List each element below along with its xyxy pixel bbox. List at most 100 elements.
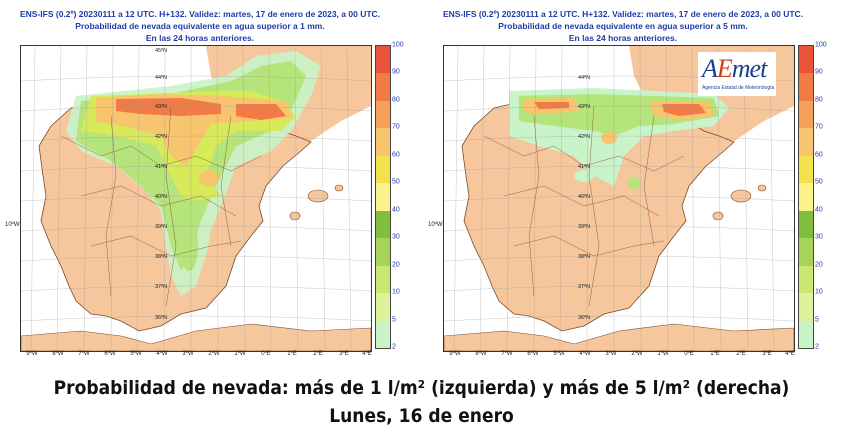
colorbar-segment xyxy=(799,73,813,102)
lon-label: 4ºW xyxy=(156,351,168,357)
lon-label: 4ºE xyxy=(362,351,372,357)
colorbar-segment xyxy=(799,238,813,267)
colorbar-tick: 90 xyxy=(815,68,823,76)
colorbar-tick: 30 xyxy=(392,233,400,241)
colorbar-segment xyxy=(799,293,813,322)
africa-land xyxy=(444,323,794,351)
map-panel-right: ENS-IFS (0.2º) 20230111 a 12 UTC. H+132.… xyxy=(423,0,843,360)
colorbar-segment xyxy=(376,265,390,294)
lon-label: 2ºW xyxy=(631,351,643,357)
panel-header: ENS-IFS (0.2º) 20230111 a 12 UTC. H+132.… xyxy=(0,8,400,44)
lat-label: 39ºN xyxy=(155,223,167,230)
colorbar-tick: 50 xyxy=(392,178,400,186)
colorbar-tick: 40 xyxy=(815,206,823,214)
africa-land xyxy=(21,323,371,351)
colorbar-tick: 70 xyxy=(815,123,823,131)
colorbar-segment xyxy=(376,293,390,322)
colorbar-tick: 80 xyxy=(815,96,823,104)
lon-label: 2ºW xyxy=(208,351,220,357)
lon-label: 2ºE xyxy=(736,351,746,357)
lat-label: 41ºN xyxy=(155,163,167,170)
header-line: En las 24 horas anteriores. xyxy=(568,33,678,43)
lat-label: 44ºN xyxy=(155,74,167,81)
lon-side-label: 10ºW xyxy=(5,222,20,228)
lon-label: 7ºW xyxy=(501,351,513,357)
lon-label: 1ºW xyxy=(657,351,669,357)
lat-label: 39ºN xyxy=(578,223,590,230)
logo-wordmark: AEmet xyxy=(702,54,767,83)
lon-label: 7ºW xyxy=(78,351,90,357)
lat-label: 36ºN xyxy=(155,314,167,321)
lat-label: 41ºN xyxy=(578,163,590,170)
lon-label: 9ºW xyxy=(449,351,461,357)
lat-label: 43ºN xyxy=(578,103,590,110)
colorbar-tick: 5 xyxy=(815,316,819,324)
colorbar-tick: 2 xyxy=(815,343,819,351)
lon-label: 1ºE xyxy=(710,351,720,357)
lon-label: 3ºE xyxy=(762,351,772,357)
lat-label: 42ºN xyxy=(578,133,590,140)
prob-spot xyxy=(180,221,198,271)
header-line: ENS-IFS (0.2º) 20230111 a 12 UTC. H+132.… xyxy=(19,9,381,19)
colorbar-segment xyxy=(376,210,390,239)
island xyxy=(712,211,724,221)
island xyxy=(730,189,752,203)
panel-header: ENS-IFS (0.2º) 20230111 a 12 UTC. H+132.… xyxy=(423,8,823,44)
colorbar-tick: 80 xyxy=(392,96,400,104)
aemet-logo: AEmet Agencia Estatal de Meteorología xyxy=(698,52,776,96)
island xyxy=(307,189,329,203)
borders xyxy=(60,105,262,307)
prob-field-80 xyxy=(534,102,569,109)
lat-label: 43ºN xyxy=(155,103,167,110)
prob-spot xyxy=(574,170,594,182)
colorbar-tick: 20 xyxy=(815,261,823,269)
colorbar-segment xyxy=(799,128,813,157)
colorbar-segment xyxy=(376,73,390,102)
colorbar-segment xyxy=(799,320,813,349)
colorbar-segment xyxy=(799,46,813,74)
colorbar-tick: 2 xyxy=(392,343,396,351)
colorbar-segment xyxy=(376,155,390,184)
lon-label: 5ºW xyxy=(130,351,142,357)
colorbar-segment xyxy=(376,238,390,267)
lat-label: 37ºN xyxy=(155,283,167,290)
lon-label: 4ºW xyxy=(579,351,591,357)
lon-labels: 9ºW 8ºW 7ºW 6ºW 5ºW 4ºW 3ºW 2ºW 1ºW 0ºE … xyxy=(443,350,795,360)
colorbar xyxy=(798,45,814,349)
colorbar-tick: 100 xyxy=(815,41,827,49)
colorbar-tick: 5 xyxy=(392,316,396,324)
header-line: ENS-IFS (0.2º) 20230111 a 12 UTC. H+132.… xyxy=(442,9,804,19)
colorbar-segment xyxy=(376,46,390,74)
lon-label: 0ºE xyxy=(684,351,694,357)
colorbar-segment xyxy=(376,100,390,129)
header-line: Probabilidad de nevada equivalente en ag… xyxy=(75,21,325,31)
colorbar-tick: 20 xyxy=(392,261,400,269)
map-svg: 45ºN 44ºN 43ºN 42ºN 41ºN 40ºN 39ºN 38ºN … xyxy=(21,46,371,351)
prob-field-80 xyxy=(116,98,221,116)
colorbar-tick: 60 xyxy=(815,151,823,159)
lat-label: 42ºN xyxy=(155,133,167,140)
lat-labels: 44ºN 43ºN 42ºN 41ºN 40ºN 39ºN 38ºN 37ºN … xyxy=(578,74,590,321)
lat-labels: 45ºN 44ºN 43ºN 42ºN 41ºN 40ºN 39ºN 38ºN … xyxy=(155,47,167,321)
lon-labels: 9ºW 8ºW 7ºW 6ºW 5ºW 4ºW 3ºW 2ºW 1ºW 0ºE … xyxy=(20,350,372,360)
lat-label: 44ºN xyxy=(578,74,590,81)
colorbar-segment xyxy=(799,155,813,184)
lon-label: 4ºE xyxy=(785,351,795,357)
lat-label: 45ºN xyxy=(155,47,167,54)
prob-spot xyxy=(628,177,640,189)
colorbar-tick: 60 xyxy=(392,151,400,159)
header-line: Probabilidad de nevada equivalente en ag… xyxy=(498,21,748,31)
lon-label: 8ºW xyxy=(52,351,64,357)
lon-label: 0ºE xyxy=(261,351,271,357)
island xyxy=(334,184,344,192)
lon-label: 3ºW xyxy=(605,351,617,357)
colorbar-tick: 90 xyxy=(392,68,400,76)
colorbar-tick: 50 xyxy=(815,178,823,186)
lat-label: 40ºN xyxy=(155,193,167,200)
island xyxy=(289,211,301,221)
colorbar xyxy=(375,45,391,349)
colorbar-tick: 30 xyxy=(815,233,823,241)
lon-label: 5ºW xyxy=(553,351,565,357)
lat-label: 36ºN xyxy=(578,314,590,321)
borders xyxy=(483,105,685,307)
